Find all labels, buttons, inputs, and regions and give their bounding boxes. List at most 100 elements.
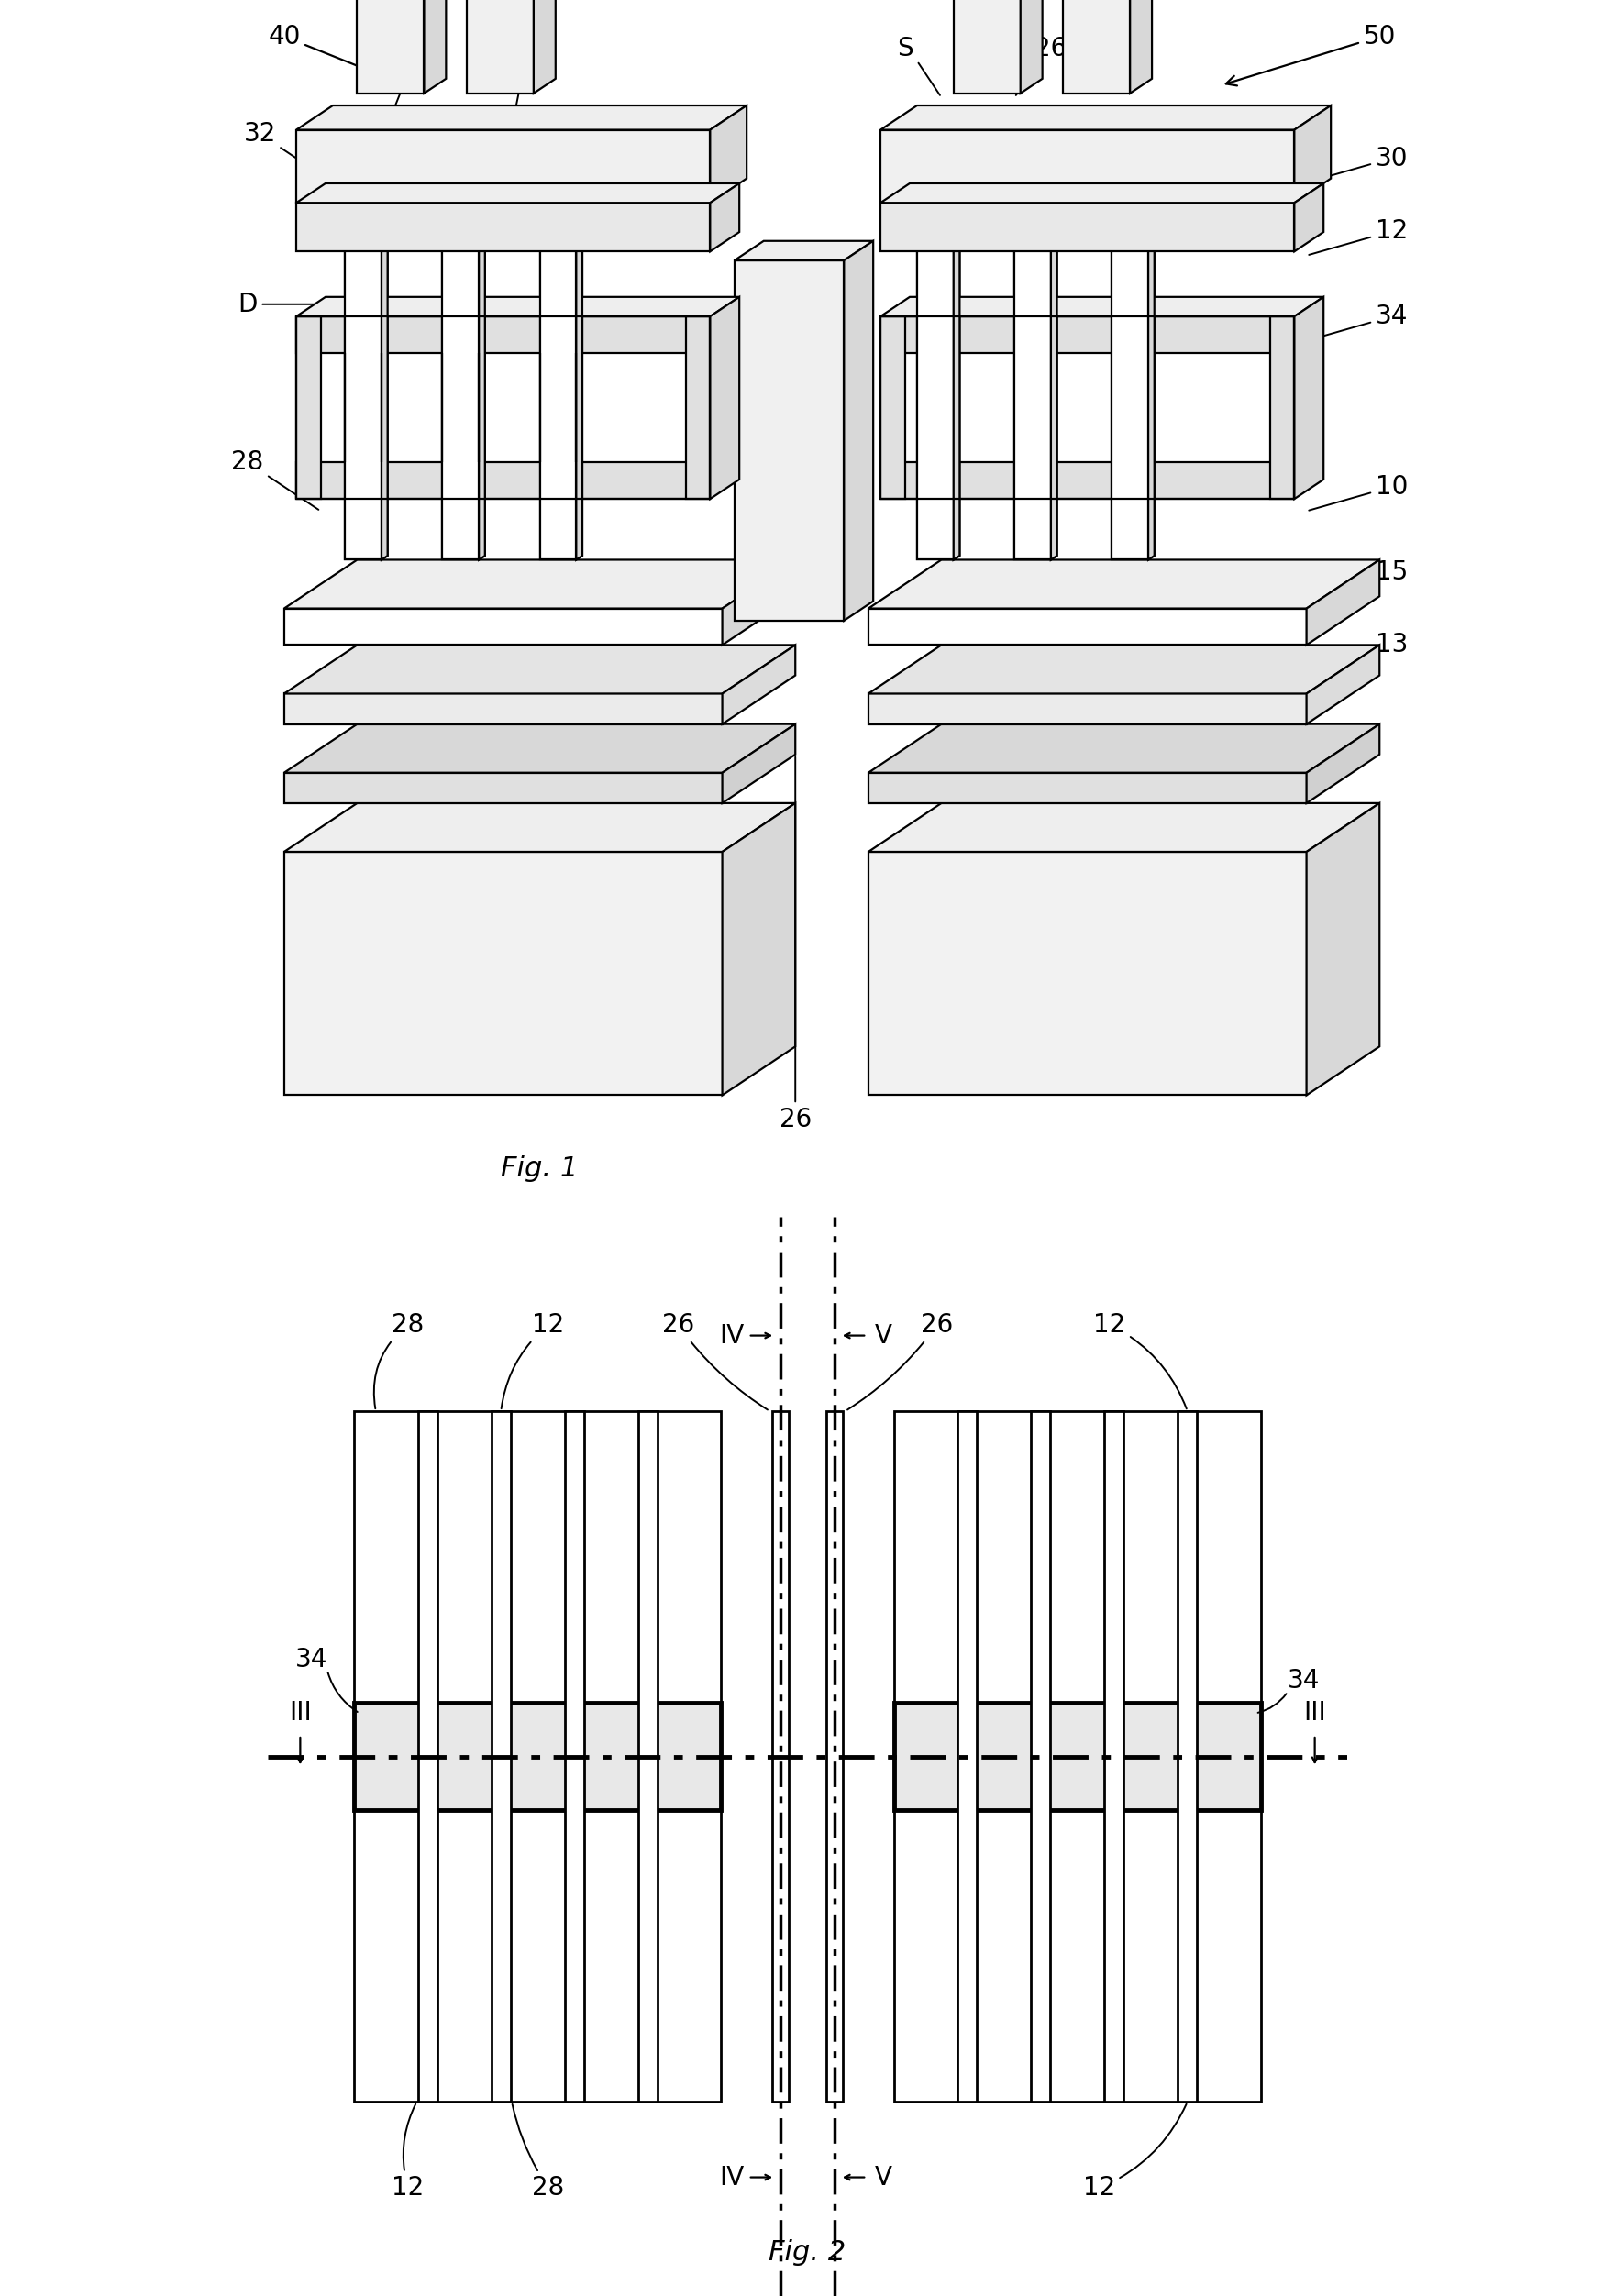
Bar (1177, 1412, 1197, 2101)
Polygon shape (1294, 296, 1324, 498)
Text: 50: 50 (1226, 23, 1395, 85)
Polygon shape (917, 218, 953, 560)
Bar (1030, 1412, 1050, 2101)
Polygon shape (1014, 218, 1051, 560)
Polygon shape (296, 296, 740, 317)
Text: S: S (896, 37, 912, 62)
Polygon shape (880, 317, 904, 498)
Polygon shape (1294, 106, 1331, 202)
Polygon shape (284, 852, 722, 1095)
Polygon shape (296, 131, 711, 202)
Text: 12: 12 (392, 2103, 425, 2202)
Polygon shape (539, 218, 577, 560)
Polygon shape (869, 804, 1379, 852)
Polygon shape (381, 216, 388, 560)
Bar (638, 1412, 657, 2101)
Polygon shape (845, 241, 874, 620)
Bar (958, 1412, 977, 2101)
Bar (565, 1412, 585, 2101)
Polygon shape (467, 0, 533, 94)
Polygon shape (880, 202, 1294, 253)
Text: 28: 28 (394, 37, 434, 108)
Text: Fig. 2: Fig. 2 (769, 2239, 846, 2266)
Polygon shape (917, 216, 959, 218)
Polygon shape (284, 693, 722, 723)
Polygon shape (711, 296, 740, 498)
Polygon shape (296, 202, 711, 253)
Text: 28: 28 (231, 450, 318, 510)
Polygon shape (577, 216, 583, 560)
Bar (1105, 1412, 1124, 2101)
Polygon shape (711, 106, 746, 202)
Polygon shape (1111, 218, 1148, 560)
Polygon shape (425, 0, 446, 94)
Text: V: V (874, 1322, 891, 1348)
Polygon shape (1307, 723, 1379, 804)
Polygon shape (722, 723, 795, 804)
Polygon shape (869, 723, 1379, 774)
Polygon shape (284, 608, 722, 645)
Polygon shape (284, 560, 795, 608)
Text: 30: 30 (1308, 145, 1408, 181)
Bar (354, 1704, 722, 1809)
Polygon shape (577, 216, 583, 560)
Text: 26: 26 (778, 758, 811, 1132)
Polygon shape (357, 0, 425, 94)
Polygon shape (1014, 216, 1056, 218)
Polygon shape (869, 608, 1307, 645)
Polygon shape (539, 218, 577, 560)
Polygon shape (1021, 0, 1042, 94)
Polygon shape (539, 216, 583, 218)
Polygon shape (296, 106, 746, 131)
Text: 34: 34 (1308, 303, 1408, 340)
Polygon shape (953, 0, 1021, 94)
Text: 28: 28 (375, 1311, 425, 1410)
Text: 32: 32 (244, 122, 367, 204)
Polygon shape (880, 106, 1331, 131)
Polygon shape (1111, 218, 1148, 560)
Bar (491, 1412, 510, 2101)
Polygon shape (296, 317, 321, 498)
Polygon shape (296, 461, 711, 498)
Text: Fig. 1: Fig. 1 (501, 1155, 578, 1182)
Text: 34: 34 (1287, 1669, 1319, 1694)
Bar (354, 1412, 722, 2101)
Polygon shape (880, 131, 1294, 202)
Polygon shape (880, 317, 1294, 354)
Bar (893, 1412, 1261, 2101)
Polygon shape (1148, 216, 1155, 560)
Polygon shape (284, 774, 722, 804)
Polygon shape (1307, 645, 1379, 723)
Polygon shape (533, 0, 556, 94)
Text: IV: IV (719, 1322, 745, 1348)
Polygon shape (953, 216, 959, 560)
Text: 26: 26 (662, 1311, 767, 1410)
Polygon shape (443, 218, 480, 560)
Polygon shape (296, 184, 740, 202)
Polygon shape (880, 184, 1324, 202)
Polygon shape (1148, 216, 1155, 560)
Polygon shape (284, 804, 795, 852)
Bar (418, 1412, 438, 2101)
Text: 12: 12 (1082, 2103, 1187, 2202)
Polygon shape (1051, 216, 1056, 560)
Text: III: III (1303, 1701, 1326, 1727)
Text: 26: 26 (848, 1311, 953, 1410)
Bar (893, 1704, 1261, 1809)
Polygon shape (953, 216, 959, 560)
Polygon shape (346, 218, 381, 560)
Polygon shape (722, 645, 795, 723)
Text: III: III (289, 1701, 312, 1727)
Polygon shape (381, 216, 388, 560)
Polygon shape (443, 218, 480, 560)
Polygon shape (1307, 804, 1379, 1095)
Text: 10: 10 (1308, 473, 1408, 510)
Polygon shape (1307, 560, 1379, 645)
Bar (827, 1412, 843, 2101)
Polygon shape (480, 216, 484, 560)
Polygon shape (1111, 216, 1155, 218)
Polygon shape (686, 317, 711, 498)
Polygon shape (346, 216, 388, 218)
Polygon shape (284, 723, 795, 774)
Text: 26: 26 (1016, 37, 1068, 96)
